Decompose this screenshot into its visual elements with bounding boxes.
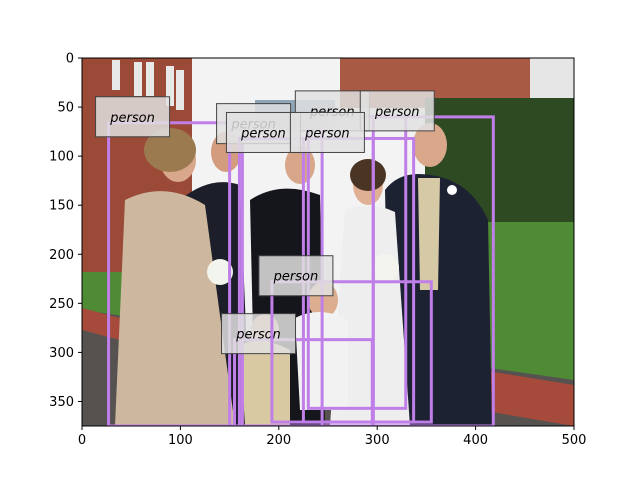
- x-tick-label: 300: [365, 433, 390, 448]
- detection-label-background: [225, 111, 301, 153]
- y-tick-label: 200: [49, 248, 74, 263]
- y-tick-label: 0: [66, 52, 74, 67]
- y-tick-label: 100: [49, 150, 74, 165]
- detection-label-background: [221, 313, 297, 355]
- x-tick-label: 100: [168, 433, 193, 448]
- detection-label: person: [273, 270, 319, 285]
- y-axis: 0 50 100 150 200 250 300 350: [49, 52, 82, 410]
- y-tick-label: 50: [57, 101, 74, 116]
- detection-label: person: [109, 111, 155, 126]
- detection-label-background: [289, 111, 365, 153]
- detection-label: person: [235, 328, 281, 343]
- x-axis: 0 100 200 300 400 500: [78, 426, 587, 448]
- detection-box: [270, 280, 433, 424]
- detection-label-background: [258, 255, 334, 297]
- detection-7: person: [221, 313, 374, 426]
- detections-layer: personpersonpersonpersonpersonpersonpers…: [95, 90, 495, 426]
- x-tick-label: 0: [78, 433, 86, 448]
- x-tick-label: 200: [266, 433, 291, 448]
- y-tick-label: 350: [49, 395, 74, 410]
- axes-frame: [81, 57, 575, 427]
- y-tick-label: 250: [49, 297, 74, 312]
- detection-label: person: [374, 105, 420, 120]
- detection-label-background: [359, 90, 435, 132]
- x-tick-label: 400: [463, 433, 488, 448]
- detection-label-background: [95, 96, 171, 138]
- detection-8: person: [258, 255, 433, 424]
- y-tick-label: 150: [49, 199, 74, 214]
- detection-label: person: [304, 126, 350, 141]
- y-tick-label: 300: [49, 346, 74, 361]
- x-tick-label: 500: [562, 433, 587, 448]
- detection-label: person: [240, 126, 286, 141]
- detection-box: [233, 338, 374, 426]
